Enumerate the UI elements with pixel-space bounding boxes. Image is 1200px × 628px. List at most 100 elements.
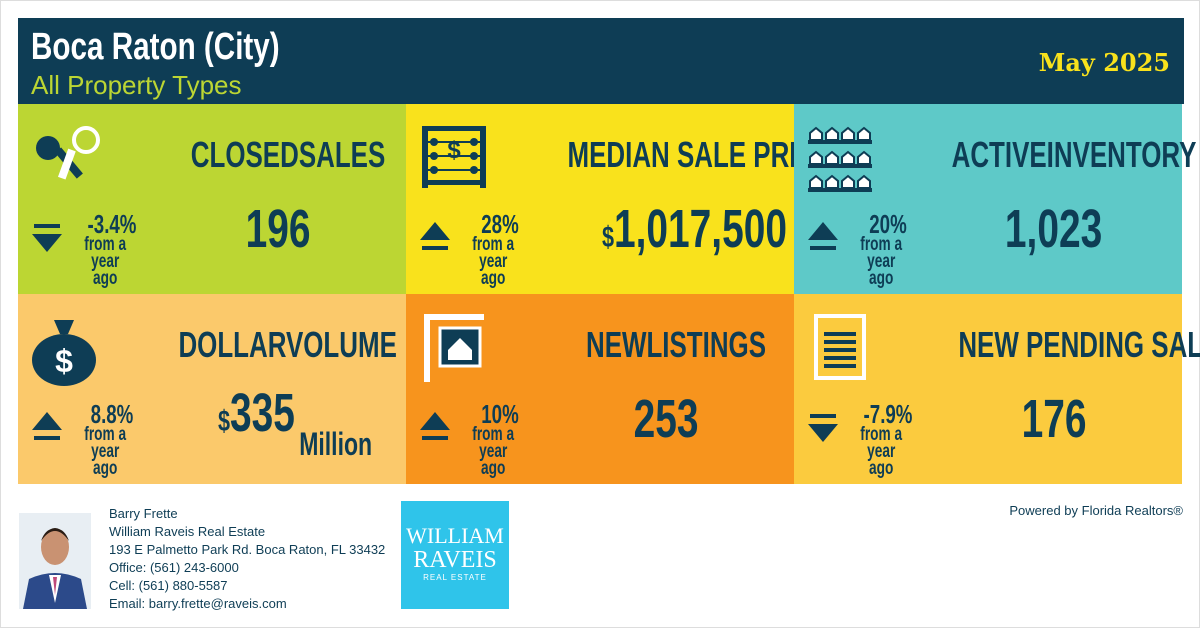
arrow-shape: [420, 222, 450, 250]
icon-part: [841, 174, 855, 189]
icon-part: [470, 138, 478, 146]
icon: [424, 314, 484, 382]
tile: ACTIVEINVENTORY 20% from a year ago 1,023: [794, 104, 1196, 294]
icon-part: [808, 164, 872, 168]
tile: CLOSEDSALES -3.4% from a year ago 196: [18, 104, 406, 294]
change: -3.4%: [87, 209, 137, 239]
powered-by: Powered by Florida Realtors®: [1009, 503, 1183, 518]
tile-title: ACTIVEINVENTORY: [951, 134, 1197, 175]
tile-title: MEDIAN SALE PRICE: [567, 134, 833, 175]
currency: $: [601, 221, 614, 254]
change-text: from a year ago: [472, 424, 515, 479]
logo-line1: WILLIAM: [406, 523, 504, 548]
icon: [36, 126, 100, 180]
tile-title-wrap: ACTIVEINVENTORY: [904, 134, 1200, 176]
trend-arrow: [420, 412, 450, 440]
icon-part: [841, 150, 855, 165]
icon-part: [424, 314, 430, 382]
icon-part: [824, 348, 856, 352]
icon-part: [470, 152, 478, 160]
icon-part: [809, 126, 823, 141]
agent-office: Office: (561) 243-6000: [109, 560, 239, 575]
trend-arrow: [32, 412, 62, 440]
value-block: 1,023: [954, 198, 1154, 260]
icon-part: [857, 174, 871, 189]
icon-part: [824, 340, 856, 344]
tile-title-wrap: NEW PENDING SALES: [904, 324, 1200, 366]
agent-photo: [19, 513, 91, 609]
change-block: 10% from a year ago: [464, 399, 564, 479]
change-block: 8.8% from a year ago: [76, 399, 176, 479]
agent-company: William Raveis Real Estate: [109, 524, 266, 539]
value-block: 253: [566, 388, 766, 450]
change-text: from a year ago: [860, 424, 903, 479]
arrow-shape: [32, 412, 62, 440]
tile-title-wrap: DOLLARVOLUME: [128, 324, 448, 366]
value-wrap: 196: [246, 198, 311, 260]
icon-part: [857, 126, 871, 141]
change-block: -3.4% from a year ago: [76, 209, 176, 289]
agent-address: 193 E Palmetto Park Rd. Boca Raton, FL 3…: [109, 542, 386, 557]
icon-part: [857, 150, 871, 165]
unit: Million: [299, 426, 373, 462]
value-block: 176: [954, 388, 1154, 450]
value: 176: [1021, 389, 1087, 449]
icon-part: [824, 364, 856, 368]
change: 10%: [481, 399, 519, 429]
icon-part: [422, 126, 486, 131]
icon: $: [32, 320, 96, 386]
change: -7.9%: [863, 399, 913, 429]
icon-part: [808, 188, 872, 192]
value-wrap: 253: [634, 388, 699, 450]
tile-title: DOLLARVOLUME: [178, 324, 398, 365]
icon-part: [824, 356, 856, 360]
value-wrap: $335Million: [218, 382, 372, 463]
tile-title-wrap: MEDIAN SALE PRICE: [516, 134, 836, 176]
tile-title-wrap: CLOSEDSALES: [128, 134, 448, 176]
icon-part: [422, 126, 428, 188]
value: 1,017,500: [613, 199, 787, 259]
header: Boca Raton (City) All Property Types May…: [18, 18, 1184, 104]
value: 253: [633, 389, 699, 449]
change-block: 28% from a year ago: [464, 211, 564, 288]
change: 8.8%: [90, 399, 134, 429]
value: 335: [229, 383, 295, 443]
change-text: from a year ago: [860, 234, 903, 289]
icon-part: [809, 150, 823, 165]
tile-title-wrap: NEWLISTINGS: [516, 324, 836, 366]
value: 196: [245, 199, 311, 259]
icon-part: $: [447, 137, 461, 164]
logo-line3: REAL ESTATE: [423, 573, 487, 582]
icon-part: [430, 152, 438, 160]
icon-part: [57, 148, 76, 180]
logo: WILLIAM RAVEIS REAL ESTATE: [401, 501, 509, 609]
tile: $ MEDIAN SALE PRICE 28% from a year ago $1,0…: [406, 104, 833, 294]
icon: $: [422, 126, 486, 188]
agent-name: Barry Frette: [109, 506, 178, 521]
tile-title: NEWLISTINGS: [586, 324, 766, 365]
icon-part: [809, 174, 823, 189]
subtitle: All Property Types: [31, 70, 242, 100]
icon-part: [808, 140, 872, 144]
trend-arrow: [808, 222, 838, 250]
icon-part: [470, 166, 478, 174]
icon-part: [448, 338, 472, 360]
icon-part: [72, 126, 100, 154]
value-wrap: 176: [1022, 388, 1087, 450]
icon-part: [841, 126, 855, 141]
value-wrap: $1,017,500: [602, 198, 787, 260]
change-text: from a year ago: [84, 424, 127, 479]
arrow-shape: [32, 224, 62, 252]
value: 1,023: [1005, 199, 1103, 259]
agent-cell: Cell: (561) 880-5587: [109, 578, 228, 593]
change-text: from a year ago: [84, 234, 127, 289]
tile: $ DOLLARVOLUME 8.8% from a year ago $335Mill…: [18, 294, 406, 484]
tile: NEW PENDING SALES -7.9%from a year ago 176: [794, 294, 1200, 484]
icon-part: [54, 320, 74, 334]
value-wrap: 1,023: [1005, 198, 1102, 260]
icon-part: [825, 126, 839, 141]
icon-part: [825, 150, 839, 165]
currency: $: [217, 405, 230, 438]
value-block: 196: [178, 198, 378, 260]
